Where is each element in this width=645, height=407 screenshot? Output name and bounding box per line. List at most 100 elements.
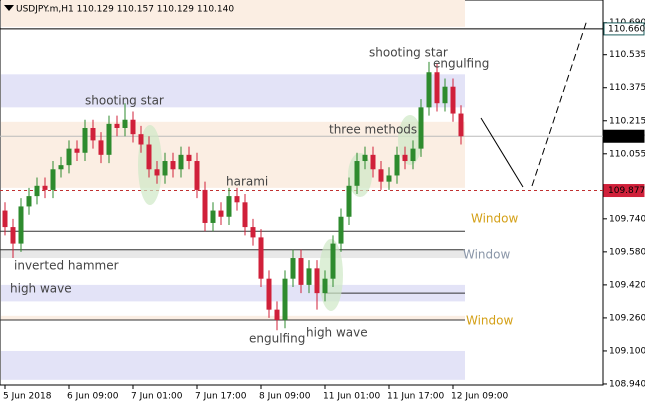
forecast-line <box>480 117 524 188</box>
candle-body <box>386 175 392 182</box>
annotation: engulfing <box>433 57 489 71</box>
candle-body <box>42 185 48 190</box>
candle-body <box>290 258 296 279</box>
candle-body <box>122 119 128 128</box>
candle-body <box>170 161 176 170</box>
candle-body <box>458 113 464 137</box>
annotation: Window <box>466 314 514 328</box>
zone <box>1 249 465 259</box>
price-tag <box>603 22 645 36</box>
zone <box>1 74 465 108</box>
x-tick-label: 6 Jun 09:00 <box>67 392 119 402</box>
candle-body <box>106 123 112 155</box>
annotation: engulfing <box>249 332 305 346</box>
candle-body <box>282 278 288 320</box>
candle-body <box>26 196 32 207</box>
candle-body <box>186 154 192 162</box>
y-tick-label: 109.100 <box>609 346 645 356</box>
icon <box>4 5 14 11</box>
annotation: high wave <box>306 326 368 340</box>
y-tick-label: 110.535 <box>609 50 645 60</box>
candle-body <box>370 154 376 170</box>
candle-body <box>258 237 264 279</box>
price-tag-label: 110.140 <box>608 132 645 142</box>
candle-body <box>306 268 312 285</box>
zone <box>1 0 465 27</box>
y-tick-label: 109.740 <box>609 214 645 224</box>
price-tag-label: 110.660 <box>608 24 645 34</box>
candle-body <box>442 86 448 104</box>
x-tick-label: 11 Jun 01:00 <box>323 392 380 402</box>
x-tick-label: 11 Jun 17:00 <box>387 392 444 402</box>
annotation: three methods <box>329 123 417 137</box>
candle-body <box>82 127 88 153</box>
candle-body <box>250 227 256 238</box>
candle-body <box>2 210 8 228</box>
zone <box>1 284 465 302</box>
candle-body <box>98 140 104 155</box>
candle-body <box>274 309 280 320</box>
candle-body <box>362 154 368 162</box>
annotation: harami <box>226 175 268 189</box>
annotation: inverted hammer <box>14 259 119 273</box>
price-tag-label: 109.877 <box>608 186 645 196</box>
annotation: shooting star <box>85 94 164 108</box>
price-tag <box>603 129 645 143</box>
zone <box>1 315 465 320</box>
candle-body <box>394 154 400 176</box>
y-tick-label: 108.940 <box>609 379 645 389</box>
candle-body <box>162 161 168 176</box>
candle-body <box>226 196 232 217</box>
x-tick-label: 7 Jun 17:00 <box>195 392 247 402</box>
candle-body <box>418 107 424 149</box>
annotation: shooting star <box>369 46 448 60</box>
y-tick-label: 110.055 <box>609 149 645 159</box>
candle-body <box>378 169 384 182</box>
annotation: Window <box>471 212 519 226</box>
candle-body <box>58 165 64 170</box>
y-tick-label: 109.260 <box>609 313 645 323</box>
candle-body <box>178 154 184 170</box>
candle-body <box>242 202 248 228</box>
candle-body <box>314 268 320 294</box>
x-tick-label: 8 Jun 09:00 <box>259 392 311 402</box>
candle-body <box>298 258 304 285</box>
candle-body <box>194 161 200 190</box>
candle-body <box>146 144 152 170</box>
candle-body <box>114 123 120 128</box>
candle-body <box>130 119 136 135</box>
candle-body <box>202 189 208 223</box>
x-tick-label: 5 Jun 2018 <box>3 392 52 402</box>
plot-area <box>0 0 604 386</box>
candle-body <box>154 169 160 176</box>
candle-body <box>66 148 72 166</box>
x-tick-label: 7 Jun 01:00 <box>131 392 183 402</box>
price-tag <box>603 184 645 198</box>
candle-body <box>402 154 408 162</box>
chart-title: USDJPY.m,H1 110.129 110.157 110.129 110.… <box>16 5 234 15</box>
candle-body <box>330 243 336 279</box>
candle-body <box>234 196 240 203</box>
y-tick-label: 109.420 <box>609 280 645 290</box>
candle-body <box>210 210 216 223</box>
candle-body <box>450 86 456 114</box>
candle-body <box>322 278 328 294</box>
candle-body <box>426 72 432 108</box>
candle-body <box>410 148 416 162</box>
candle-body <box>434 72 440 104</box>
candle-body <box>138 134 144 145</box>
candle-body <box>218 210 224 217</box>
highlight <box>348 153 372 197</box>
y-tick-label: 110.215 <box>609 116 645 126</box>
candle-body <box>10 227 16 244</box>
y-tick-label: 109.580 <box>609 247 645 257</box>
annotation: Window <box>463 248 511 262</box>
highlight <box>398 115 422 165</box>
candle-body <box>354 161 360 186</box>
candle-body <box>34 185 40 197</box>
candle-body <box>346 185 352 217</box>
candle-body <box>338 216 344 244</box>
zone <box>1 350 465 380</box>
candle-body <box>18 206 24 244</box>
